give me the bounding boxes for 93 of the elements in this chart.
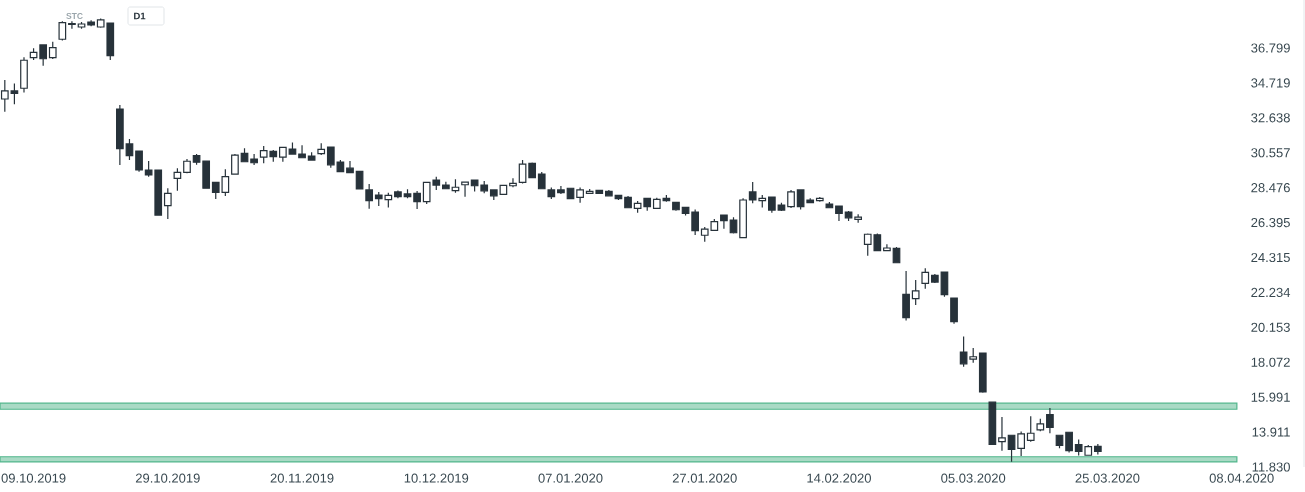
candlestick — [279, 146, 287, 163]
candlestick — [1026, 415, 1035, 443]
candlestick — [787, 189, 795, 209]
candlestick — [163, 187, 172, 220]
candlestick — [48, 41, 57, 60]
y-tick-label: 26.395 — [1251, 217, 1290, 228]
candlestick — [940, 271, 949, 298]
candlestick — [307, 151, 316, 161]
candlestick — [183, 158, 191, 174]
x-tick-label: 08.04.2020 — [1209, 473, 1274, 483]
candlestick — [739, 197, 747, 239]
candlestick — [921, 267, 930, 290]
y-tick-label: 30.557 — [1251, 148, 1290, 158]
candlestick — [346, 160, 354, 174]
candlestick — [298, 144, 306, 159]
candlestick — [1036, 418, 1045, 432]
x-tick-label: 05.03.2020 — [941, 473, 1006, 483]
candlestick — [547, 186, 556, 200]
candlestick — [509, 177, 517, 188]
candlestick — [883, 243, 891, 252]
candlestick — [691, 208, 700, 236]
candlestick — [135, 150, 143, 173]
candlestick — [777, 202, 786, 212]
x-tick-label: 20.11.2019 — [270, 473, 334, 483]
candlestick — [68, 20, 76, 30]
annotation: STC — [66, 12, 83, 19]
y-tick-label: 11.830 — [1252, 462, 1290, 472]
candlestick — [854, 213, 863, 224]
y-tick-label: 18.072 — [1251, 357, 1290, 367]
candlestick — [729, 216, 738, 235]
candlestick — [355, 170, 364, 190]
candlestick — [902, 270, 910, 322]
y-tick-label: 13.911 — [1252, 427, 1290, 437]
candlestick — [413, 190, 421, 210]
candlestick — [1065, 431, 1073, 453]
annotation: D1 — [134, 12, 146, 20]
candlestick — [518, 159, 527, 184]
x-tick-label: 09.10.2019 — [1, 473, 66, 483]
candlestick — [192, 153, 201, 166]
candlestick — [537, 171, 546, 190]
candlestick — [1046, 407, 1054, 434]
y-tick-label: 28.476 — [1251, 183, 1290, 193]
x-tick-label: 27.01.2020 — [672, 473, 737, 483]
candlestick — [930, 273, 939, 284]
candlestick — [1093, 443, 1102, 455]
candlestick — [528, 161, 537, 179]
candlestick — [394, 190, 402, 199]
candlestick — [835, 205, 843, 222]
candlestick — [576, 186, 584, 204]
candlestick — [768, 196, 776, 214]
y-tick-label: 15.991 — [1251, 392, 1290, 402]
candlestick — [998, 416, 1006, 452]
candlestick — [442, 181, 450, 190]
candlestick — [231, 153, 239, 175]
candlestick — [403, 188, 412, 199]
candlestick — [988, 401, 997, 446]
x-tick-label: 29.10.2019 — [135, 473, 200, 483]
y-tick-label: 36.799 — [1251, 43, 1290, 53]
candlestick — [911, 279, 920, 306]
x-tick-label: 14.02.2020 — [807, 473, 871, 483]
candlestick — [365, 183, 374, 210]
candlestick — [58, 20, 67, 42]
candlestick — [317, 142, 326, 156]
candlestick — [173, 167, 182, 192]
candlestick — [1017, 430, 1026, 457]
candlestick — [557, 185, 565, 195]
candlestick — [950, 297, 958, 325]
candlestick — [461, 181, 469, 198]
y-tick-label: 22.234 — [1251, 287, 1291, 297]
candlestick — [202, 160, 211, 189]
candlestick — [20, 56, 28, 94]
candlestick — [825, 201, 834, 209]
candlestick — [815, 196, 824, 203]
candlestick — [39, 44, 48, 67]
y-tick-label: 32.638 — [1251, 113, 1290, 123]
candlestick — [672, 201, 680, 212]
x-tick-label: 07.01.2020 — [538, 473, 603, 483]
y-tick-label: 34.719 — [1251, 78, 1290, 88]
y-tick-label: 24.315 — [1251, 252, 1290, 263]
candlestick — [978, 352, 987, 394]
candlestick — [125, 138, 134, 161]
candlestick — [624, 195, 632, 209]
x-tick-label: 10.12.2019 — [404, 473, 469, 483]
candlestick — [720, 214, 728, 230]
candlestick — [288, 141, 297, 155]
x-tick-label: 25.03.2020 — [1075, 473, 1140, 483]
candlestick — [87, 19, 95, 27]
candlestick — [116, 104, 124, 166]
candlestick — [250, 153, 258, 166]
candlestick — [605, 189, 613, 197]
candlestick — [77, 21, 86, 30]
candlestick — [844, 210, 853, 222]
y-tick-label: 20.153 — [1251, 322, 1290, 332]
